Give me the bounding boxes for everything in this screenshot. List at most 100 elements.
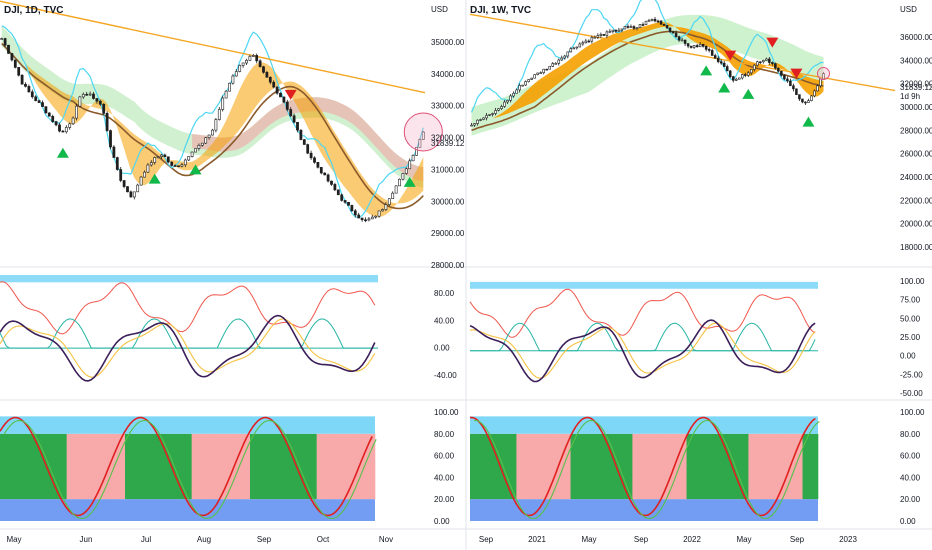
right-main-pane[interactable] — [469, 0, 896, 136]
candle-body — [173, 165, 177, 167]
candle-body — [470, 124, 473, 127]
candle-body — [153, 157, 157, 163]
right-time-axis[interactable]: Sep 2021 May Sep 2022 May Sep 2023 — [479, 535, 858, 544]
candle-body — [804, 101, 807, 104]
candle-body — [650, 18, 654, 21]
regime-bar — [116, 433, 126, 500]
y-tick-label: 18000.00 — [900, 243, 932, 252]
candle-body — [37, 100, 41, 103]
y-tick-label: 32000.00 — [431, 134, 465, 143]
regime-bar — [300, 433, 309, 500]
y-tick-label: 0.00 — [900, 517, 916, 526]
candle-body — [728, 70, 732, 77]
right-oscillator-pane[interactable] — [469, 281, 818, 383]
candle-body — [330, 180, 333, 185]
left-price-label: 31839.12 — [431, 139, 465, 148]
candle-body — [683, 39, 687, 44]
regime-bar — [647, 433, 656, 500]
x-tick-label: Sep — [257, 535, 272, 544]
candle-body — [731, 76, 735, 81]
regime-bar — [216, 433, 226, 500]
candle-body — [566, 51, 570, 57]
candle-body — [617, 29, 621, 32]
regime-bar — [485, 433, 494, 500]
regime-bar — [33, 433, 42, 500]
y-tick-label: 40.00 — [900, 473, 921, 482]
candle-body — [719, 61, 723, 64]
candle-body — [398, 178, 401, 187]
regime-bar — [771, 433, 780, 500]
right-bottom-pane[interactable] — [470, 416, 820, 521]
candle-body — [494, 110, 497, 114]
x-tick-label: 2023 — [839, 535, 857, 544]
x-tick-label: Jul — [141, 535, 151, 544]
y-tick-label: 34000.00 — [900, 56, 932, 65]
candle-body — [217, 109, 221, 120]
candle-body — [58, 124, 61, 132]
candle-body — [605, 31, 609, 36]
left-bottom-pane[interactable] — [0, 416, 377, 521]
candle-body — [41, 102, 44, 107]
regime-bar — [283, 433, 292, 500]
regime-bar — [91, 433, 101, 500]
candle-body — [360, 217, 364, 221]
candle-body — [479, 119, 482, 121]
candle-body — [765, 58, 768, 61]
macd-line — [469, 319, 816, 383]
candle-body — [786, 78, 789, 82]
regime-bar — [524, 433, 533, 500]
stochastic-signal-line — [3, 420, 377, 520]
candle-body — [78, 96, 82, 107]
candle-body — [656, 20, 660, 23]
left-main-pane[interactable] — [0, 0, 443, 223]
candle-body — [391, 192, 395, 200]
candle-body — [384, 204, 388, 210]
y-tick-label: 100.00 — [900, 277, 925, 286]
regime-bar — [794, 433, 803, 500]
candle-body — [200, 142, 204, 146]
left-y-axis[interactable]: 35000.00 34000.00 33000.00 32000.00 31000.00… — [431, 38, 465, 270]
candle-body — [644, 20, 648, 25]
candle-body — [61, 130, 65, 133]
right-y-axis[interactable]: 36000.00 34000.00 32000.00 30000.00 28000.00… — [900, 33, 932, 252]
candle-body — [81, 93, 85, 98]
candle-body — [54, 121, 58, 126]
regime-bar — [748, 433, 757, 500]
candle-body — [509, 95, 512, 101]
left-oscillator-pane[interactable] — [0, 275, 378, 382]
candle-body — [245, 59, 248, 64]
regime-bar — [366, 433, 376, 500]
candle-body — [792, 85, 795, 90]
x-tick-label: May — [581, 535, 596, 544]
candle-body — [51, 115, 55, 122]
regime-bar — [225, 433, 234, 500]
candle-body — [163, 154, 167, 158]
candle-body — [629, 26, 633, 28]
candle-body — [590, 37, 594, 42]
regime-bar — [586, 433, 595, 500]
candle-body — [533, 74, 536, 79]
regime-bar — [539, 433, 548, 500]
candle-body — [680, 39, 684, 42]
candle-body — [411, 155, 415, 162]
regime-bar — [709, 433, 718, 500]
candle-body — [698, 44, 702, 48]
candle-body — [689, 45, 693, 48]
left-time-axis[interactable]: May Jun Jul Aug Sep Oct Nov — [6, 535, 393, 544]
candle-body — [560, 57, 564, 61]
y-tick-label: 36000.00 — [900, 33, 932, 42]
candle-body — [578, 43, 582, 48]
candle-body — [224, 90, 228, 99]
y-tick-label: 20000.00 — [900, 220, 932, 229]
stochastic-signal-line — [474, 420, 820, 520]
candle-body — [671, 31, 675, 34]
right-timer-label: 1d 9h — [900, 92, 920, 101]
right-chart-title: DJI, 1W, TVC — [470, 5, 532, 16]
regime-bar — [58, 433, 67, 500]
regime-bar — [191, 433, 201, 500]
y-tick-label: 28000.00 — [431, 261, 465, 270]
regime-bar — [632, 433, 641, 500]
candle-body — [587, 40, 591, 43]
